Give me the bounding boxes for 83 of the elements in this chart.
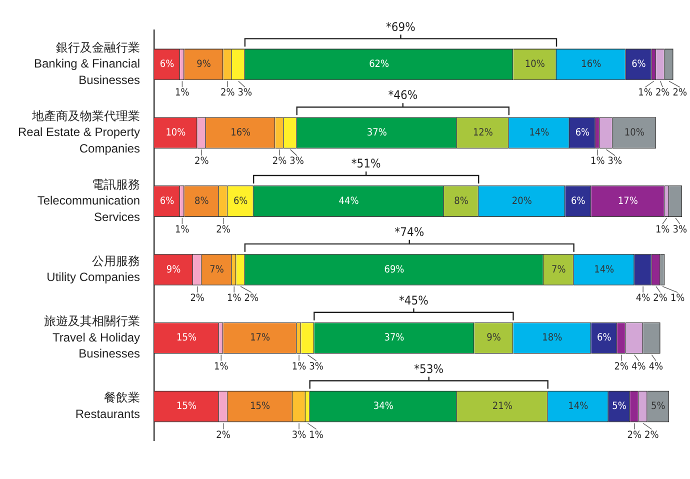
data-label: 1% [590,156,606,168]
annotation: *51% [351,156,381,171]
data-label: 1% [309,430,324,441]
data-label: 2% [194,156,210,168]
data-label: 16% [581,59,602,70]
data-label: 1% [226,292,242,304]
data-label: 2% [244,292,259,304]
data-label: 2% [220,88,236,99]
data-label: 5% [612,401,627,412]
data-label: 15% [176,332,197,344]
y-tick-label: 地產商及物業代理業 Real Estate & Property Companies [18,108,140,156]
data-label: 6% [575,127,590,138]
data-label: 3% [292,430,307,441]
data-label: 10% [166,127,186,138]
data-label: 9% [486,332,502,344]
data-label: 7% [552,264,566,276]
annotation: *46% [388,88,418,102]
data-label: 6% [160,59,175,70]
y-tick-label: 銀行及金融行業 Banking & Financial Businesses [34,40,140,87]
data-label: 2% [216,224,231,236]
data-label: 17% [250,332,271,344]
data-label: 15% [250,401,271,412]
data-label: 1% [670,292,686,304]
data-label: 2% [653,292,668,304]
data-label: 3% [672,224,688,236]
data-label: 1% [638,88,653,99]
y-tick-label: 電訊服務 Telecommunication Services [37,177,140,224]
annotation: *69% [386,20,416,34]
data-label: 6% [233,196,248,207]
data-label: 17% [618,196,638,207]
data-label: 6% [596,332,612,344]
data-label: 2% [614,361,629,372]
data-label: 37% [384,332,405,344]
data-label: 14% [568,401,589,412]
data-label: 1% [214,361,229,372]
data-label: 9% [166,264,182,276]
data-label: 2% [672,88,688,99]
data-label: 4% [636,292,651,304]
annotation: *53% [414,362,444,376]
data-label: 1% [175,88,190,99]
data-label: 18% [542,332,563,344]
data-label: 8% [194,196,210,207]
data-label: 14% [529,127,550,138]
data-label: 2% [272,156,288,168]
data-label: 9% [196,59,212,70]
data-label: 16% [230,127,252,138]
data-label: 2% [216,430,231,441]
data-label: 34% [373,401,394,412]
data-label: 6% [160,196,175,207]
data-label: 6% [571,196,586,207]
data-label: 2% [655,88,670,99]
data-label: 8% [454,196,469,207]
data-label: 3% [290,156,304,168]
y-tick-label: 旅遊及其相關行業 Travel & Holiday Businesses [44,314,140,361]
data-label: 37% [366,127,388,138]
data-label: 62% [369,59,390,70]
data-label: 69% [384,264,405,276]
y-tick-label: 餐飲業 Restaurants [75,390,140,421]
data-label: 15% [176,401,197,412]
data-label: 2% [190,292,205,304]
data-label: 1% [655,224,670,236]
data-label: 10% [624,127,645,138]
annotation: *45% [399,293,428,308]
data-label: 4% [632,361,646,372]
annotation: *74% [394,225,424,240]
data-label: 12% [472,127,494,138]
data-label: 4% [648,361,664,372]
data-label: 10% [524,59,546,70]
data-label: 7% [210,264,224,276]
data-label: 44% [338,196,360,207]
data-label: 20% [512,196,532,207]
data-label: 21% [492,401,513,412]
data-label: 14% [594,264,615,276]
data-label: 1% [175,224,190,236]
data-label: 2% [627,430,642,441]
data-label: 1% [292,361,307,372]
y-tick-label: 公用服務 Utility Companies [46,254,140,284]
data-label: 3% [608,156,622,168]
data-label: 2% [644,430,660,441]
data-label: 5% [651,401,666,412]
data-label: 3% [309,361,324,372]
data-label: 3% [238,88,252,99]
data-label: 6% [632,59,646,70]
